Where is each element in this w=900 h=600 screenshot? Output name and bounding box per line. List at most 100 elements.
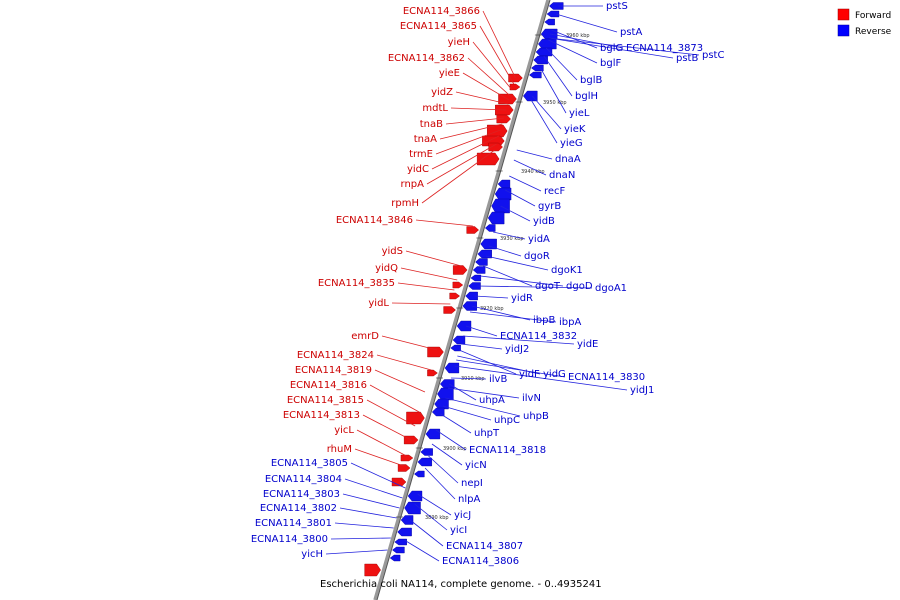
- forward-leader-line: [397, 282, 455, 291]
- reverse-leader-line: [454, 365, 628, 391]
- forward-leader-line: [467, 57, 511, 97]
- forward-leader-line: [455, 91, 509, 105]
- reverse-gene-feature: [531, 64, 544, 72]
- reverse-gene-feature: [420, 448, 433, 456]
- forward-gene-label: yidZ: [431, 87, 453, 98]
- forward-gene-label: tnaA: [414, 134, 437, 145]
- reverse-leader-line: [474, 295, 509, 299]
- reverse-gene-label: ECNA114_3803: [263, 489, 340, 500]
- reverse-gene-feature: [404, 501, 421, 515]
- forward-gene-label: yidC: [407, 164, 429, 175]
- reverse-leader-line: [483, 265, 533, 287]
- tick-label: 3940 kbp: [521, 169, 545, 175]
- forward-gene-label: mdtL: [422, 103, 448, 114]
- reverse-leader-line: [530, 99, 558, 144]
- reverse-gene-feature: [413, 470, 425, 478]
- reverse-gene-label: ECNA114_3832: [500, 331, 577, 342]
- reverse-gene-label: yicN: [465, 460, 487, 471]
- reverse-gene-feature: [440, 379, 455, 389]
- gene-labels: ECNA114_3866 ECNA114_3865 yieH ECNA114_3862…: [251, 1, 725, 567]
- leader-lines: [325, 5, 700, 562]
- forward-gene-feature: [427, 369, 438, 377]
- forward-leader-line: [482, 10, 516, 79]
- reverse-gene-label: nlpA: [458, 494, 480, 505]
- reverse-gene-feature: [546, 10, 560, 18]
- forward-leader-line: [462, 72, 510, 101]
- reverse-gene-label: dnaA: [555, 154, 581, 165]
- reverse-gene-label: yidG: [543, 369, 566, 380]
- forward-gene-label: emrD: [351, 331, 379, 342]
- forward-leader-line: [445, 117, 505, 125]
- forward-leader-line: [426, 143, 497, 185]
- reverse-gene-feature: [452, 335, 466, 345]
- reverse-leader-line: [450, 377, 487, 380]
- forward-leader-line: [400, 267, 458, 281]
- reverse-gene-label: ibpA: [559, 317, 581, 328]
- forward-leader-line: [421, 149, 495, 204]
- forward-gene-feature: [406, 411, 425, 425]
- reverse-leader-line: [513, 159, 547, 176]
- reverse-gene-label: uhpA: [479, 395, 505, 406]
- forward-gene-label: yicL: [334, 425, 354, 436]
- reverse-gene-feature: [417, 457, 432, 467]
- reverse-leader-line: [500, 205, 531, 222]
- reverse-gene-label: bglF: [600, 58, 621, 69]
- reverse-leader-line: [424, 467, 456, 500]
- forward-leader-line: [376, 354, 432, 371]
- forward-gene-feature: [397, 464, 411, 472]
- forward-gene-feature: [400, 454, 414, 462]
- reverse-leader-line: [505, 189, 536, 207]
- reverse-gene-label: ECNA114_3806: [442, 556, 519, 567]
- reverse-leader-line: [449, 383, 477, 401]
- reverse-leader-line: [545, 47, 578, 81]
- reverse-gene-feature: [450, 344, 461, 352]
- forward-gene-feature: [427, 346, 444, 358]
- forward-gene-label: ECNA114_3824: [297, 350, 374, 361]
- reverse-gene-feature: [407, 490, 423, 502]
- reverse-leader-line: [435, 429, 467, 451]
- reverse-gene-feature: [397, 527, 412, 537]
- forward-gene-label: ECNA114_3819: [295, 365, 372, 376]
- reverse-gene-label: ilvN: [522, 393, 541, 404]
- forward-gene-label: ECNA114_3835: [318, 278, 395, 289]
- reverse-gene-feature: [494, 187, 512, 201]
- reverse-gene-label: ECNA114_3800: [251, 534, 328, 545]
- reverse-gene-label: yidR: [511, 293, 533, 304]
- reverse-leader-line: [442, 405, 492, 421]
- forward-gene-label: rnpA: [401, 179, 425, 190]
- reverse-gene-feature: [400, 515, 414, 525]
- reverse-leader-line: [493, 231, 526, 240]
- reverse-leader-line: [532, 95, 562, 130]
- reverse-gene-label: yicH: [301, 549, 323, 560]
- reverse-gene-feature: [529, 71, 542, 79]
- reverse-gene-feature: [533, 55, 548, 65]
- legend-forward-swatch: [837, 8, 850, 21]
- forward-gene-label: ECNA114_3865: [400, 21, 477, 32]
- forward-leader-line: [405, 250, 462, 267]
- tick-label: 3920 kbp: [480, 306, 504, 312]
- reverse-gene-feature: [389, 554, 401, 562]
- reverse-gene-label: yidB: [533, 216, 555, 227]
- forward-leader-line: [362, 414, 412, 441]
- reverse-leader-line: [440, 413, 472, 434]
- reverse-gene-feature: [470, 274, 482, 282]
- genome-caption: Escherichia coli NA114, complete genome.…: [320, 579, 602, 590]
- reverse-gene-feature: [444, 362, 460, 374]
- reverse-leader-line: [342, 493, 400, 509]
- reverse-gene-feature: [434, 398, 449, 410]
- reverse-gene-label: yieK: [564, 124, 586, 135]
- forward-leader-line: [450, 107, 507, 111]
- reverse-leader-line: [548, 39, 598, 64]
- reverse-gene-feature: [472, 266, 486, 274]
- reverse-gene-label: ECNA114_3873: [626, 43, 703, 54]
- forward-leader-line: [391, 302, 451, 305]
- reverse-gene-label: pstC: [702, 50, 724, 61]
- genome-backbone: [373, 0, 550, 600]
- reverse-leader-line: [540, 67, 567, 114]
- forward-gene-feature: [496, 114, 511, 124]
- reverse-leader-line: [486, 255, 549, 271]
- forward-gene-label: rhuM: [327, 444, 352, 455]
- reverse-gene-feature: [538, 38, 557, 50]
- reverse-gene-label: recF: [544, 186, 566, 197]
- reverse-leader-line: [445, 397, 521, 417]
